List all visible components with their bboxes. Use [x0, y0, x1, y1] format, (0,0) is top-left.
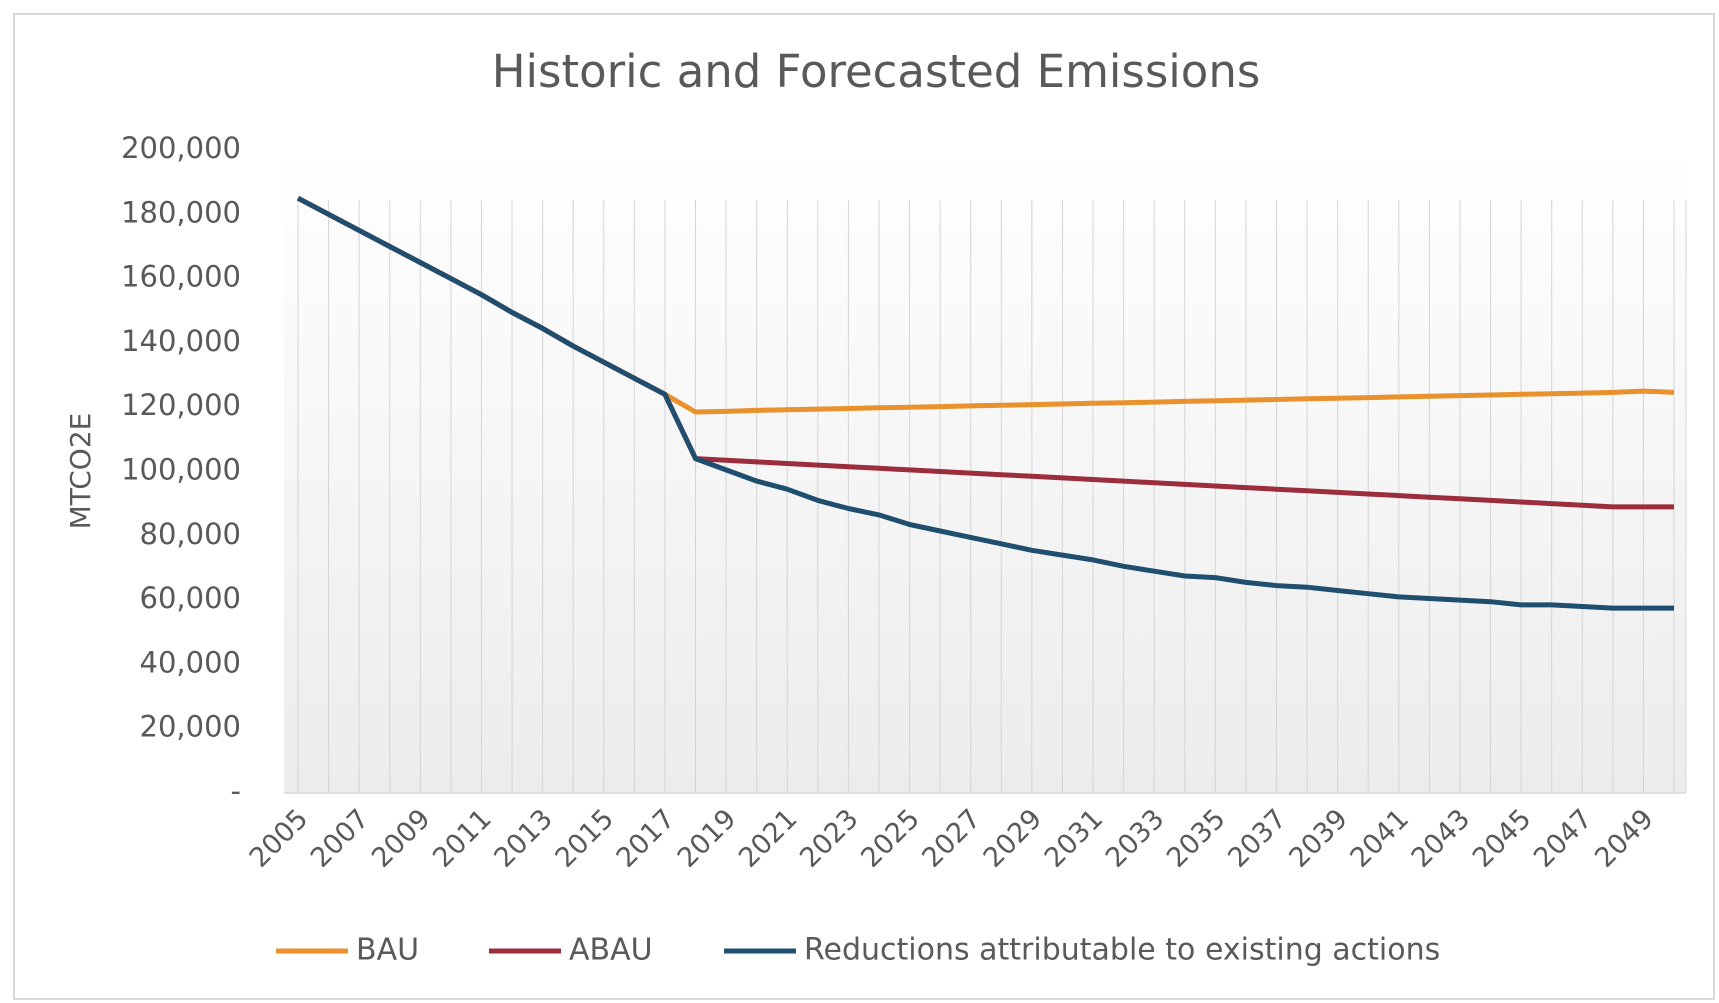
y-tick-label: 160,000 — [121, 260, 241, 294]
series-line — [296, 195, 1674, 611]
legend-label: Reductions attributable to existing acti… — [804, 933, 1440, 968]
y-tick-label: 60,000 — [140, 581, 241, 615]
y-tick-label: 100,000 — [121, 453, 241, 487]
legend-label: ABAU — [569, 933, 653, 968]
y-tick-label: - — [231, 774, 241, 808]
y-tick-label: 20,000 — [140, 710, 241, 744]
y-tick-label: 180,000 — [121, 195, 241, 229]
y-axis-label: MTCO2E — [64, 413, 97, 530]
y-tick-label: 80,000 — [140, 517, 241, 551]
y-tick-label: 120,000 — [121, 388, 241, 422]
y-tick-label: 140,000 — [121, 324, 241, 358]
y-tick-label: 40,000 — [140, 645, 241, 679]
chart-title: Historic and Forecasted Emissions — [492, 45, 1261, 98]
legend-label: BAU — [356, 933, 419, 968]
y-tick-label: 200,000 — [121, 131, 241, 165]
